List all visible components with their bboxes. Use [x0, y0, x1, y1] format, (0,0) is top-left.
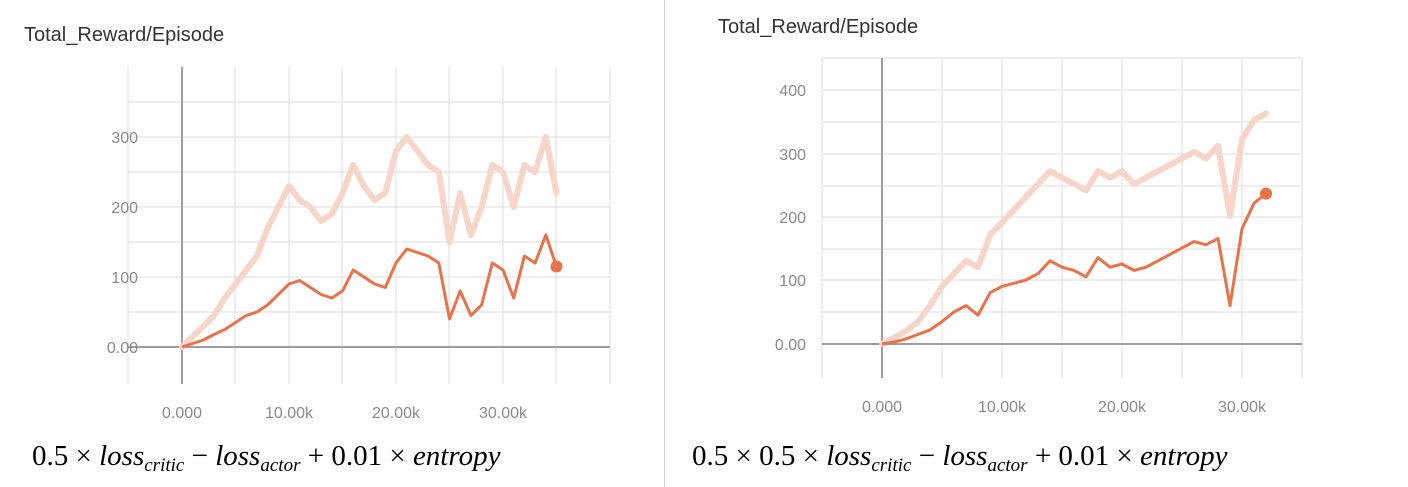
formula-caption: 0.5 × 0.5 × losscritic − lossactor + 0.0…	[692, 440, 1228, 476]
caption-subscript-actor: actor	[987, 455, 1028, 476]
caption-loss-actor: loss	[215, 440, 261, 472]
caption-subscript-actor: actor	[260, 455, 301, 476]
caption-subscript-critic: critic	[144, 455, 185, 476]
smoothed-series-line	[881, 192, 1267, 346]
caption-loss-actor: loss	[942, 440, 988, 472]
caption-loss-critic: loss	[826, 440, 872, 472]
x-tick-label: 10.00k	[265, 405, 314, 422]
y-tick-label: 200	[779, 210, 806, 227]
y-tick-label: 400	[779, 83, 806, 100]
raw-series-line	[879, 110, 1269, 347]
caption-coefficient: 0.5 × 0.5 ×	[692, 440, 827, 472]
x-tick-label: 30.00k	[1218, 399, 1267, 416]
formula-caption: 0.5 × losscritic − lossactor + 0.01 × en…	[32, 440, 501, 476]
x-tick-label: 10.00k	[978, 399, 1027, 416]
chart-panel-right: Total_Reward/Episode 0.000 10.00k 20.00k 30…	[666, 0, 1408, 487]
caption-minus: −	[184, 440, 216, 472]
caption-plus-coefficient: + 0.01 ×	[1027, 440, 1141, 472]
x-tick-label: 0.000	[862, 399, 902, 416]
x-tick-label: 20.00k	[1098, 399, 1147, 416]
y-tick-label: 0.00	[775, 337, 806, 354]
caption-subscript-critic: critic	[871, 455, 912, 476]
caption-entropy: entropy	[1140, 440, 1228, 472]
y-tick-label: 0.00	[107, 340, 138, 357]
raw-series-line	[179, 134, 560, 350]
y-tick-label: 100	[779, 273, 806, 290]
y-tick-label: 300	[779, 147, 806, 164]
chart-title: Total_Reward/Episode	[24, 24, 225, 46]
x-tick-label: 20.00k	[372, 405, 421, 422]
caption-coefficient: 0.5 ×	[32, 440, 100, 472]
smoothed-series-line	[181, 233, 558, 349]
last-value-point	[550, 260, 563, 273]
last-value-point	[1260, 187, 1272, 200]
y-tick-label: 300	[111, 130, 138, 147]
plot-area: 0.000 10.00k 20.00k 30.00k 0.00 100 200 300	[107, 67, 611, 422]
caption-loss-critic: loss	[99, 440, 145, 472]
x-tick-label: 30.00k	[479, 405, 528, 422]
chart-panel-left: Total_Reward/Episode 0.000 10.00k 20.00k 30…	[0, 0, 664, 487]
y-tick-label: 100	[111, 270, 138, 287]
y-tick-label: 200	[111, 200, 138, 217]
caption-minus: −	[911, 440, 943, 472]
caption-entropy: entropy	[412, 440, 501, 472]
panel-divider	[664, 0, 665, 487]
chart-title: Total_Reward/Episode	[718, 16, 919, 38]
x-tick-label: 0.000	[162, 405, 202, 422]
plot-area: 0.000 10.00k 20.00k 30.00k 0.00 100 200 300 400	[775, 57, 1303, 416]
caption-plus-coefficient: + 0.01 ×	[300, 440, 413, 472]
